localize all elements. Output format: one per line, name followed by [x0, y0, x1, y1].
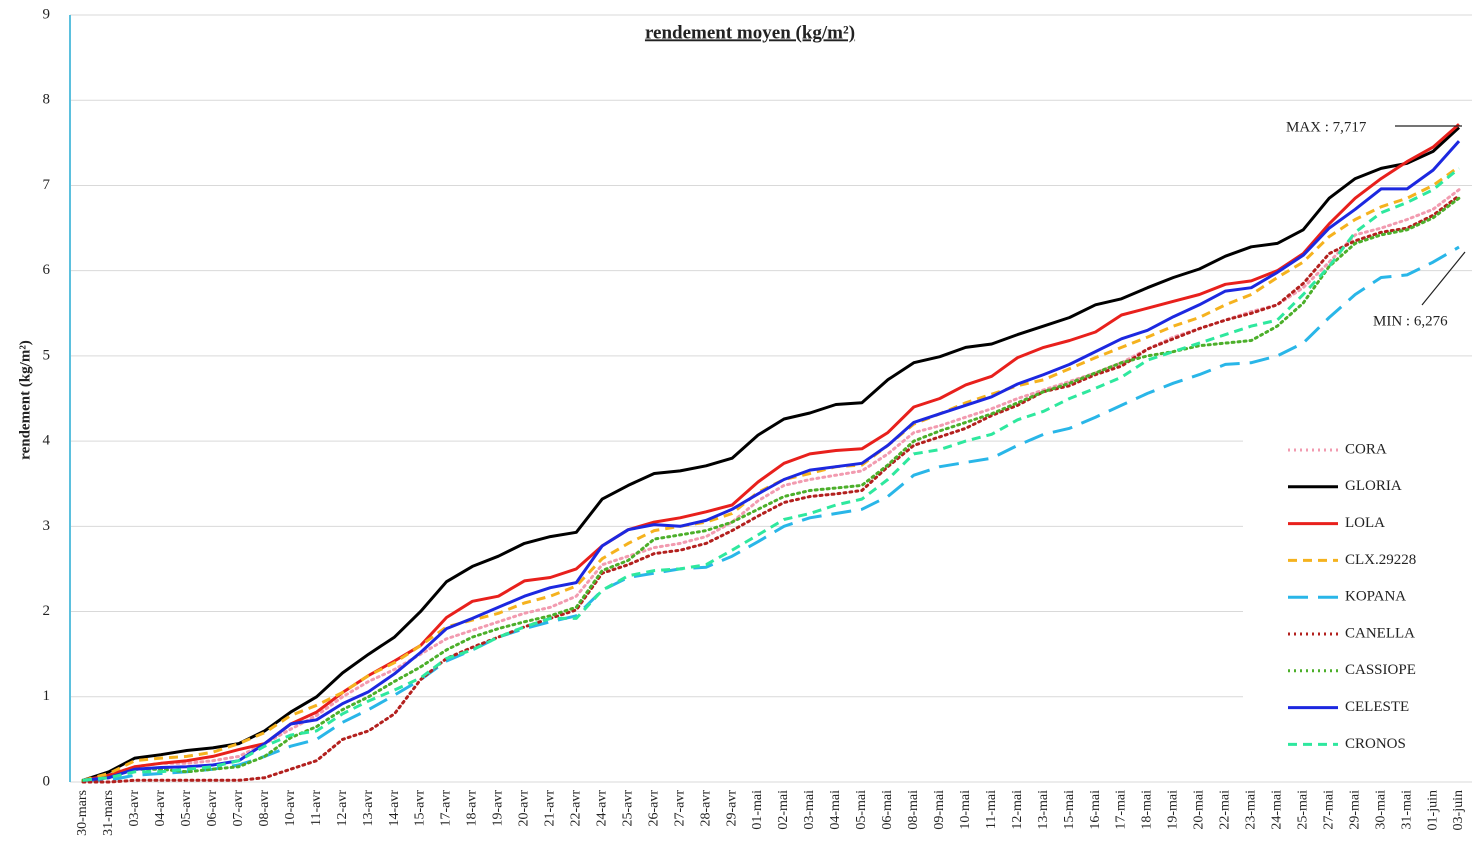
x-tick-label: 27-avr	[672, 790, 687, 827]
annotation-min: MIN : 6,276	[1373, 313, 1448, 329]
x-tick-label: 01-mai	[750, 790, 765, 830]
grid	[70, 14, 1472, 783]
y-tick-label: 8	[43, 92, 51, 108]
legend-label: CASSIOPE	[1345, 662, 1416, 678]
x-tick-label: 29-avr	[724, 790, 739, 827]
legend-label: CANELLA	[1345, 625, 1415, 641]
x-tick-label: 03-mai	[802, 790, 817, 830]
x-tick-label: 17-mai	[1114, 790, 1129, 830]
x-tick-label: 19-avr	[491, 790, 506, 827]
series-line	[81, 196, 1461, 782]
x-tick-label: 08-mai	[906, 790, 921, 830]
y-tick-label: 0	[43, 773, 51, 789]
series-line	[82, 123, 1460, 782]
series-line	[82, 165, 1460, 782]
x-tick-label: 24-avr	[594, 790, 609, 827]
plot-area	[81, 123, 1461, 784]
x-tick-label: 21-avr	[543, 790, 558, 827]
x-tick-label: 23-mai	[1244, 790, 1259, 830]
x-tick-label: 18-mai	[1140, 790, 1155, 830]
series-line	[82, 126, 1461, 782]
x-tick-label: 28-avr	[698, 790, 713, 827]
legend-label: CLX.29228	[1345, 552, 1416, 568]
x-tick-label: 31-mai	[1399, 790, 1414, 830]
x-tick-label: 24-mai	[1269, 790, 1284, 830]
x-tick-label: 18-avr	[465, 790, 480, 827]
y-tick-label: 2	[43, 603, 51, 619]
x-tick-label: 22-avr	[568, 790, 583, 827]
x-tick-label: 22-mai	[1218, 790, 1233, 830]
x-tick-label: 26-avr	[646, 790, 661, 827]
x-tick-label: 11-avr	[309, 790, 324, 826]
legend-label: CRONOS	[1345, 736, 1406, 752]
annotation-arrow	[1421, 251, 1466, 306]
x-tick-label: 17-avr	[439, 790, 454, 827]
series-line	[81, 194, 1461, 784]
x-tick-label: 25-avr	[620, 790, 635, 827]
legend	[1243, 430, 1472, 770]
y-tick-label: 6	[43, 262, 51, 278]
x-tick-label: 03-avr	[127, 790, 142, 827]
legend-label: GLORIA	[1345, 478, 1402, 494]
x-tick-label: 15-avr	[413, 790, 428, 827]
x-tick-label: 13-avr	[361, 790, 376, 827]
y-tick-label: 3	[43, 518, 51, 534]
legend-label: KOPANA	[1345, 589, 1406, 605]
chart-title: rendement moyen (kg/m²)	[645, 22, 855, 43]
x-tick-label: 07-avr	[231, 790, 246, 827]
y-tick-label: 1	[43, 688, 51, 704]
x-tick-label: 11-mai	[984, 790, 999, 829]
x-tick-label: 08-avr	[257, 790, 272, 827]
y-tick-label: 4	[43, 433, 51, 449]
series-line	[83, 245, 1460, 782]
x-tick-label: 27-mai	[1321, 790, 1336, 830]
x-tick-label: 05-avr	[179, 790, 194, 827]
x-tick-label: 12-mai	[1010, 790, 1025, 830]
legend-label: CORA	[1345, 441, 1387, 457]
x-tick-label: 06-avr	[205, 790, 220, 827]
x-tick-label: 29-mai	[1347, 790, 1362, 830]
annotation-max: MAX : 7,717	[1286, 119, 1367, 135]
legend-items: CORA GLORIA LOLA CLX.29228 KOPANA CANELLA CASS…	[1288, 441, 1416, 752]
y-tick-label: 9	[43, 6, 51, 22]
x-tick-label: 03-juin	[1451, 790, 1466, 830]
legend-label: LOLA	[1345, 515, 1385, 531]
x-tick-label: 01-juin	[1425, 790, 1440, 830]
x-tick-label: 13-mai	[1036, 790, 1051, 830]
x-tick-label: 12-avr	[335, 790, 350, 827]
y-tick-label: 7	[43, 177, 51, 193]
x-tick-label: 06-mai	[880, 790, 895, 830]
series-line	[82, 140, 1461, 782]
x-tick-label: 19-mai	[1166, 790, 1181, 830]
x-tick-label: 31-mars	[101, 790, 116, 836]
x-tick-label: 10-avr	[283, 790, 298, 827]
x-tick-label: 25-mai	[1295, 790, 1310, 830]
x-tick-label: 30-mai	[1373, 790, 1388, 830]
x-tick-label: 05-mai	[854, 790, 869, 830]
x-tick-label: 20-mai	[1192, 790, 1207, 830]
x-tick-label: 02-mai	[776, 790, 791, 830]
y-axis-label: rendement (kg/m²)	[17, 340, 33, 460]
x-tick-label: 14-avr	[387, 790, 402, 827]
series-line	[82, 167, 1460, 782]
y-tick-label: 5	[43, 347, 51, 363]
x-tick-label: 04-mai	[828, 790, 843, 830]
x-tick-label: 20-avr	[517, 790, 532, 827]
x-tick-label: 04-avr	[153, 790, 168, 827]
legend-label: CELESTE	[1345, 699, 1409, 715]
x-tick-label: 30-mars	[75, 790, 90, 836]
x-tick-label: 09-mai	[932, 790, 947, 830]
x-tick-label: 16-mai	[1088, 790, 1103, 830]
x-tick-label: 10-mai	[958, 790, 973, 830]
x-tick-label: 15-mai	[1062, 790, 1077, 830]
